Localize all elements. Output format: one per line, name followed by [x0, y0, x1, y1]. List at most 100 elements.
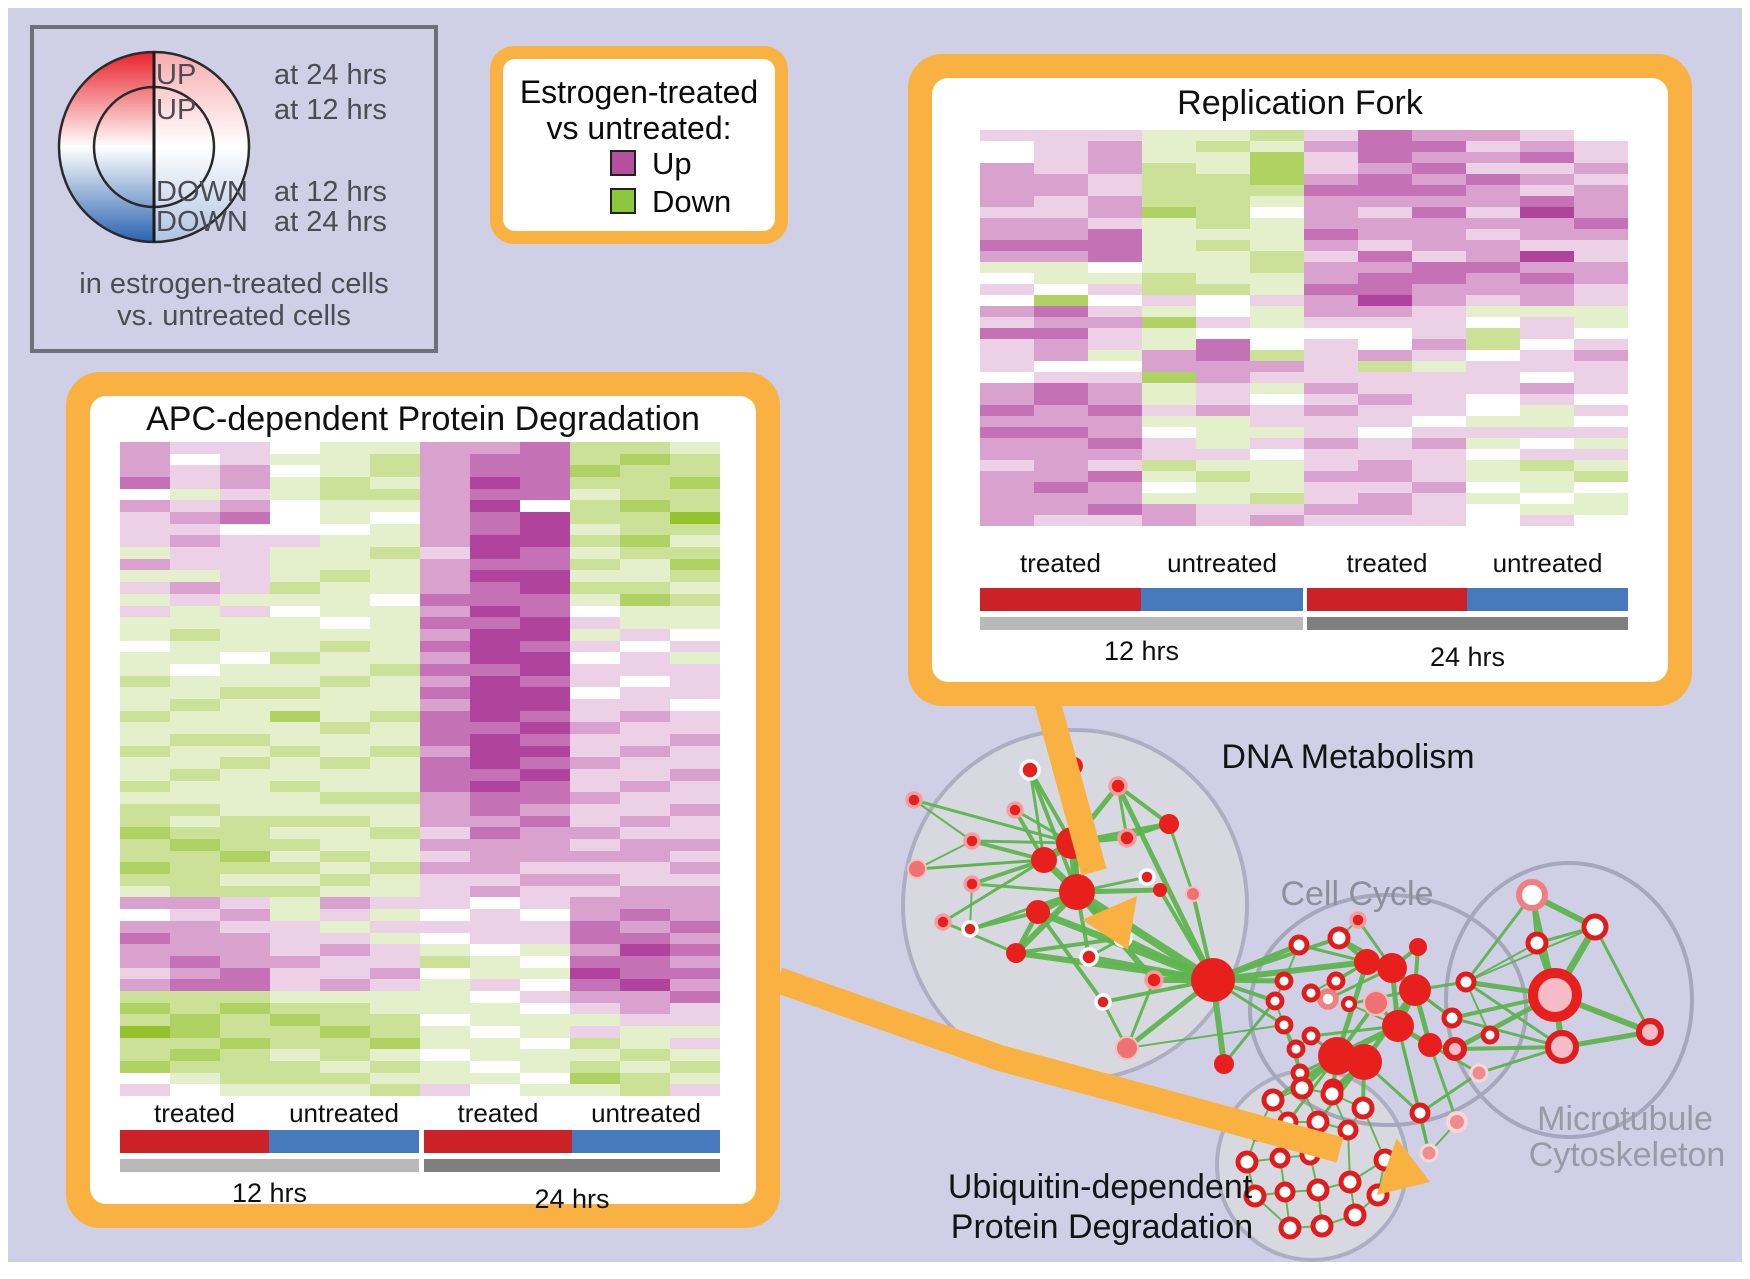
heatmap-cell — [1034, 295, 1088, 306]
network-edge — [1211, 936, 1341, 982]
heatmap-cell — [620, 932, 670, 945]
heatmap-cell — [520, 465, 570, 478]
heatmap-cell — [420, 733, 470, 746]
heatmap-cell — [370, 1072, 420, 1085]
network-node — [1144, 970, 1164, 990]
heatmap-cell — [320, 605, 370, 618]
network-label-3: Cytoskeleton — [1529, 1136, 1726, 1174]
heatmap-cell — [420, 1014, 470, 1026]
heatmap-cell — [980, 427, 1034, 438]
heatmap-cell — [120, 745, 170, 758]
heatmap-cell — [520, 769, 570, 781]
heatmap-cell — [220, 605, 270, 618]
heatmap-cell — [1466, 207, 1520, 218]
network-node — [1636, 1018, 1664, 1046]
apc-group-label-2: untreated — [289, 1098, 399, 1128]
heatmap-cell — [1466, 361, 1520, 372]
heatmap-cell — [220, 979, 270, 991]
network-edge — [1210, 959, 1370, 983]
heatmap-cell — [1142, 251, 1196, 262]
heatmap-cell — [1142, 438, 1196, 449]
heatmap-cell — [320, 1084, 370, 1096]
heatmap-cell — [570, 687, 620, 699]
heatmap-cell — [1358, 372, 1412, 383]
heatmap-cell — [620, 897, 670, 910]
heatmap-cell — [1520, 515, 1574, 526]
heatmap-cell — [1196, 306, 1250, 317]
heatmap-cell — [320, 757, 370, 769]
heatmap-cell — [670, 652, 720, 664]
heatmap-cell — [570, 1002, 620, 1015]
heatmap-cell — [470, 792, 520, 805]
heatmap-cell — [120, 570, 170, 583]
heatmap-cell — [420, 874, 470, 886]
heatmap-cell — [120, 675, 170, 688]
heatmap-cell — [1142, 306, 1196, 317]
heatmap-cell — [470, 617, 520, 629]
heatmap-cell — [1520, 449, 1574, 460]
network-node — [1185, 886, 1201, 902]
heatmap-cell — [370, 652, 420, 664]
heatmap-cell — [470, 535, 520, 548]
heatmap-cell — [170, 477, 220, 489]
heatmap-cell — [470, 628, 520, 641]
heatmap-cell — [980, 218, 1034, 229]
heatmap-cell — [1412, 372, 1466, 383]
heatmap-cell — [1466, 152, 1520, 163]
heatmap-cell — [1574, 493, 1628, 504]
network-edge — [1116, 784, 1171, 826]
heatmap-cell — [1574, 394, 1628, 405]
heatmap-cell — [1088, 482, 1142, 493]
heatmap-cell — [320, 839, 370, 851]
heatmap-cell — [1034, 350, 1088, 361]
network-node — [1274, 971, 1294, 991]
heatmap-cell — [170, 862, 220, 875]
updown-legend-box — [490, 46, 788, 244]
heatmap-cell — [670, 570, 720, 583]
heatmap-cell — [1304, 218, 1358, 229]
heatmap-cell — [1250, 163, 1304, 174]
heatmap-cell — [1412, 163, 1466, 174]
heatmap-cell — [570, 512, 620, 524]
heatmap-cell — [1142, 504, 1196, 515]
heatmap-cell — [1358, 163, 1412, 174]
heatmap-cell — [520, 722, 570, 734]
heatmap-cell — [270, 1084, 320, 1096]
heatmap-cell — [220, 453, 270, 466]
heatmap-cell — [420, 990, 470, 1003]
heatmap-cell — [120, 1084, 170, 1096]
network-edge — [1222, 999, 1277, 1066]
heatmap-cell — [620, 990, 670, 1003]
heatmap-cell — [220, 465, 270, 478]
heatmap-cell — [320, 850, 370, 863]
heatmap-cell — [320, 582, 370, 594]
heatmap-cell — [320, 675, 370, 688]
heatmap-cell — [1196, 493, 1250, 504]
heatmap-cell — [420, 839, 470, 851]
network-node — [907, 859, 927, 879]
heatmap-cell — [1574, 174, 1628, 185]
heatmap-cell — [980, 361, 1034, 372]
heatmap-cell — [1196, 394, 1250, 405]
heatmap-cell — [120, 733, 170, 746]
heatmap-cell — [520, 617, 570, 629]
heatmap-cell — [520, 990, 570, 1003]
heatmap-cell — [620, 815, 670, 828]
heatmap-cell — [620, 488, 670, 501]
heatmap-cell — [270, 640, 320, 653]
heatmap-cell — [1088, 240, 1142, 251]
heatmap-cell — [1574, 273, 1628, 284]
heatmap-cell — [1196, 405, 1250, 416]
heatmap-cell — [220, 523, 270, 536]
network-node — [1469, 1063, 1489, 1083]
heatmap-cell — [1034, 372, 1088, 383]
heatmap-cell — [270, 570, 320, 583]
heatmap-cell — [220, 733, 270, 746]
heatmap-cell — [470, 1025, 520, 1038]
heatmap-cell — [670, 1072, 720, 1085]
heatmap-cell — [170, 687, 220, 699]
heatmap-cell — [620, 1072, 670, 1085]
heatmap-cell — [220, 628, 270, 641]
heatmap-cell — [570, 885, 620, 898]
heatmap-cell — [620, 477, 670, 489]
